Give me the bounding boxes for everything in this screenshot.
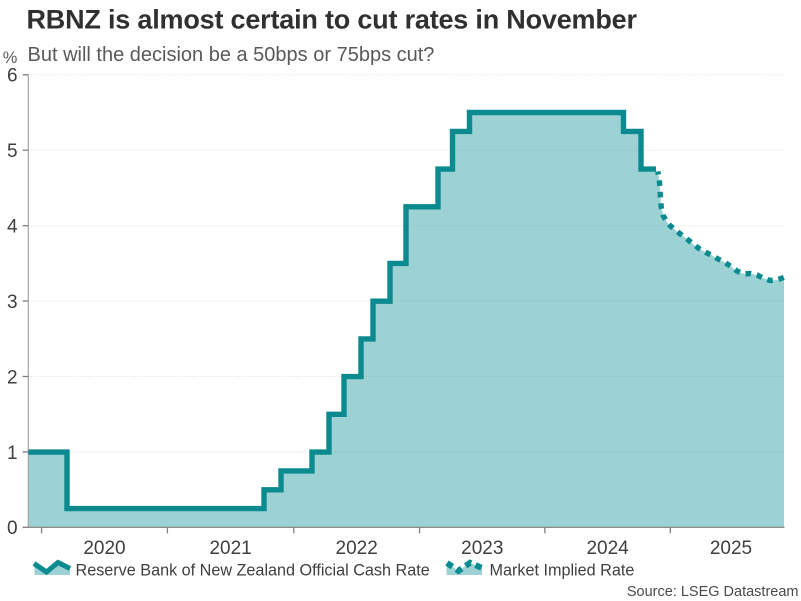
svg-text:2023: 2023 [461, 538, 503, 559]
svg-text:3: 3 [7, 292, 18, 313]
svg-text:Source: LSEG Datastream: Source: LSEG Datastream [627, 584, 799, 600]
svg-text:RBNZ is almost certain to cut: RBNZ is almost certain to cut rates in N… [27, 5, 638, 35]
svg-text:2: 2 [7, 367, 18, 388]
svg-text:6: 6 [7, 66, 18, 87]
svg-text:%: % [3, 49, 18, 67]
svg-text:0: 0 [7, 518, 18, 539]
svg-text:2020: 2020 [83, 538, 125, 559]
svg-text:4: 4 [7, 217, 18, 238]
svg-text:2022: 2022 [336, 538, 378, 559]
svg-text:2024: 2024 [586, 538, 629, 559]
svg-text:Reserve Bank of New Zealand Of: Reserve Bank of New Zealand Official Cas… [76, 562, 430, 580]
svg-text:2025: 2025 [710, 538, 752, 559]
svg-text:Market Implied Rate: Market Implied Rate [490, 562, 635, 580]
svg-text:1: 1 [7, 443, 18, 464]
svg-text:But will the decision be a 50b: But will the decision be a 50bps or 75bp… [28, 44, 435, 66]
svg-text:5: 5 [7, 141, 18, 162]
svg-text:2021: 2021 [209, 538, 251, 559]
